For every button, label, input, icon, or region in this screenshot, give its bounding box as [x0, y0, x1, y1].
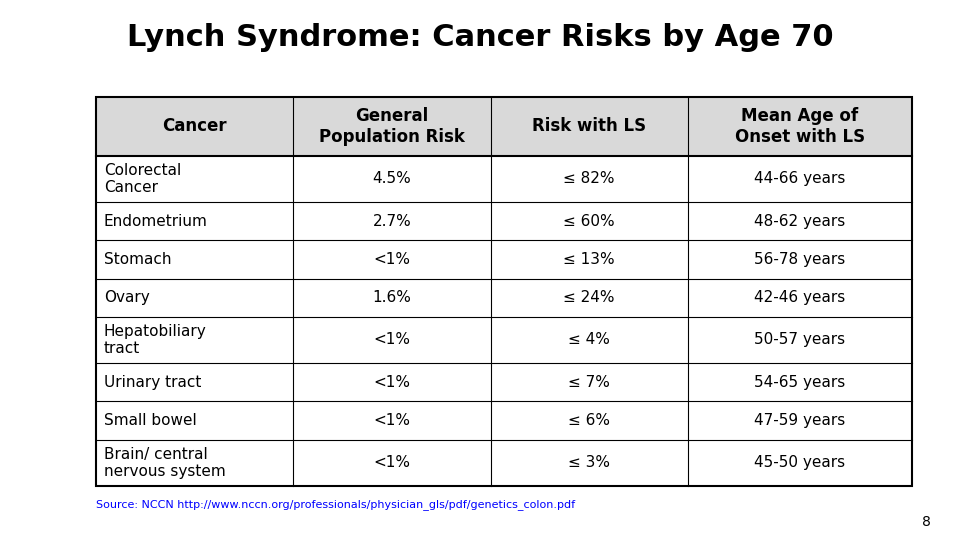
Text: Source: NCCN http://www.nccn.org/professionals/physician_gls/pdf/genetics_colon.: Source: NCCN http://www.nccn.org/profess… [96, 500, 575, 510]
Text: Lynch Syndrome: Cancer Risks by Age 70: Lynch Syndrome: Cancer Risks by Age 70 [127, 23, 833, 52]
FancyBboxPatch shape [96, 156, 912, 202]
FancyBboxPatch shape [96, 401, 912, 440]
Text: 2.7%: 2.7% [372, 214, 411, 228]
Text: Colorectal
Cancer: Colorectal Cancer [104, 163, 180, 195]
Text: <1%: <1% [373, 455, 411, 470]
FancyBboxPatch shape [96, 202, 912, 240]
Text: ≤ 24%: ≤ 24% [564, 290, 615, 305]
Text: 50-57 years: 50-57 years [755, 333, 846, 347]
Text: ≤ 4%: ≤ 4% [568, 333, 611, 347]
Text: 42-46 years: 42-46 years [755, 290, 846, 305]
Text: Ovary: Ovary [104, 290, 150, 305]
Text: ≤ 60%: ≤ 60% [564, 214, 615, 228]
FancyBboxPatch shape [96, 363, 912, 401]
Text: 4.5%: 4.5% [372, 171, 411, 186]
Text: Hepatobiliary
tract: Hepatobiliary tract [104, 324, 206, 356]
Text: Small bowel: Small bowel [104, 413, 197, 428]
Text: ≤ 6%: ≤ 6% [568, 413, 611, 428]
FancyBboxPatch shape [96, 440, 912, 486]
Text: 1.6%: 1.6% [372, 290, 411, 305]
Text: <1%: <1% [373, 333, 411, 347]
Text: 8: 8 [923, 515, 931, 529]
Text: 47-59 years: 47-59 years [755, 413, 846, 428]
Text: Cancer: Cancer [162, 117, 227, 136]
Text: Endometrium: Endometrium [104, 214, 207, 228]
Text: 45-50 years: 45-50 years [755, 455, 846, 470]
Text: ≤ 82%: ≤ 82% [564, 171, 615, 186]
Text: <1%: <1% [373, 413, 411, 428]
Text: Urinary tract: Urinary tract [104, 375, 201, 390]
Text: Mean Age of
Onset with LS: Mean Age of Onset with LS [734, 107, 865, 146]
Text: ≤ 3%: ≤ 3% [568, 455, 611, 470]
FancyBboxPatch shape [96, 240, 912, 279]
Text: Stomach: Stomach [104, 252, 171, 267]
Text: <1%: <1% [373, 252, 411, 267]
Text: 48-62 years: 48-62 years [755, 214, 846, 228]
FancyBboxPatch shape [96, 317, 912, 363]
Text: 44-66 years: 44-66 years [755, 171, 846, 186]
Text: ≤ 13%: ≤ 13% [564, 252, 615, 267]
FancyBboxPatch shape [96, 279, 912, 317]
FancyBboxPatch shape [96, 97, 912, 156]
Text: General
Population Risk: General Population Risk [319, 107, 465, 146]
Text: Brain/ central
nervous system: Brain/ central nervous system [104, 447, 226, 479]
Text: ≤ 7%: ≤ 7% [568, 375, 611, 390]
Text: Risk with LS: Risk with LS [532, 117, 646, 136]
Text: 56-78 years: 56-78 years [755, 252, 846, 267]
Text: <1%: <1% [373, 375, 411, 390]
Text: 54-65 years: 54-65 years [755, 375, 846, 390]
